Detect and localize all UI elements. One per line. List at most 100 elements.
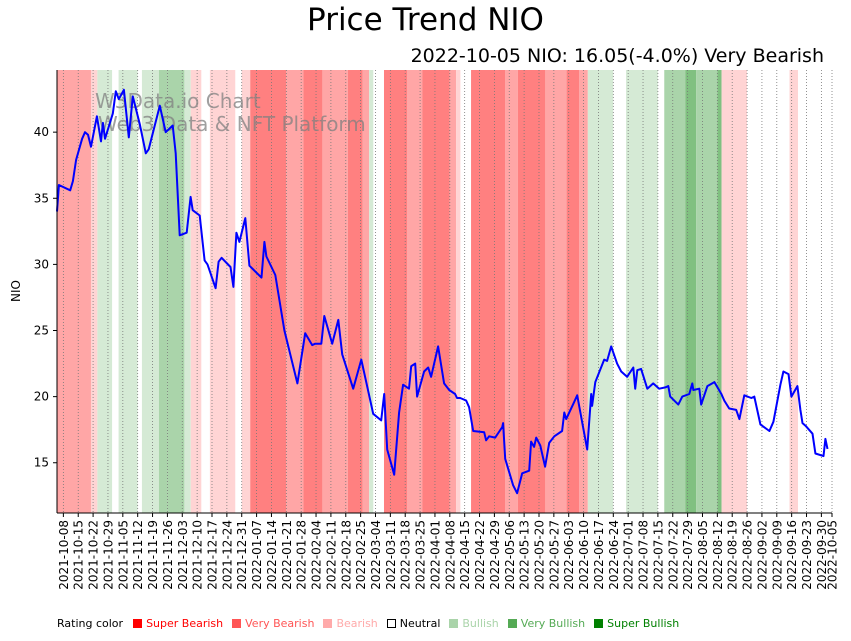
legend-label: Bearish bbox=[336, 617, 378, 630]
x-tick-label: 2022-08-26 bbox=[741, 520, 755, 590]
rating-band-neutral bbox=[747, 70, 790, 513]
rating-band-very-bearish bbox=[545, 70, 567, 513]
x-tick-label: 2022-03-04 bbox=[369, 520, 383, 590]
x-tick-label: 2022-04-15 bbox=[458, 520, 472, 590]
rating-band-bullish bbox=[97, 70, 113, 513]
legend-item-bullish: Bullish bbox=[443, 617, 499, 630]
rating-band-very-bearish bbox=[322, 70, 348, 513]
rating-band-neutral bbox=[798, 70, 809, 513]
rating-band-neutral bbox=[657, 70, 665, 513]
x-tick-label: 2022-08-05 bbox=[696, 520, 710, 590]
rating-band-super-bullish bbox=[685, 70, 697, 513]
rating-band-super-bearish bbox=[566, 70, 580, 513]
x-tick-label: 2022-09-30 bbox=[815, 520, 829, 590]
rating-band-bearish bbox=[721, 70, 748, 513]
x-tick-label: 2022-07-15 bbox=[651, 520, 665, 590]
x-tick-label: 2022-05-06 bbox=[503, 520, 517, 590]
x-tick-label: 2022-05-20 bbox=[532, 520, 546, 590]
x-tick-label: 2022-07-22 bbox=[666, 520, 680, 590]
rating-band-bullish bbox=[184, 70, 191, 513]
legend-label: Very Bearish bbox=[245, 617, 315, 630]
x-tick-label: 2022-05-13 bbox=[518, 520, 532, 590]
rating-band-super-bearish bbox=[422, 70, 450, 513]
x-tick-label: 2022-06-17 bbox=[592, 520, 606, 590]
chart-subtitle: 2022-10-05 NIO: 16.05(-4.0%) Very Bearis… bbox=[410, 45, 824, 67]
x-tick-label: 2021-12-10 bbox=[191, 520, 205, 590]
x-tick-label: 2021-11-19 bbox=[146, 520, 160, 590]
legend-swatch bbox=[386, 619, 396, 628]
y-axis-label: NIO bbox=[9, 280, 23, 302]
rating-band-bullish bbox=[626, 70, 658, 513]
rating-band-super-bearish bbox=[250, 70, 287, 513]
legend-item-super-bearish: Super Bearish bbox=[127, 617, 223, 630]
legend-label: Bullish bbox=[462, 617, 499, 630]
y-tick-label: 20 bbox=[34, 390, 49, 404]
x-tick-label: 2021-12-24 bbox=[220, 520, 234, 590]
y-tick-label: 25 bbox=[34, 324, 49, 338]
x-tick-label: 2022-03-18 bbox=[399, 520, 413, 590]
x-tick-label: 2022-05-27 bbox=[547, 520, 561, 590]
rating-band-super-bearish bbox=[347, 70, 363, 513]
x-tick-label: 2022-09-16 bbox=[785, 520, 799, 590]
x-tick-label: 2021-10-15 bbox=[72, 520, 86, 590]
rating-band-neutral bbox=[112, 70, 119, 513]
legend-label: Super Bullish bbox=[607, 617, 680, 630]
y-tick-label: 30 bbox=[34, 257, 49, 271]
rating-band-bearish bbox=[90, 70, 98, 513]
x-tick-label: 2022-09-09 bbox=[770, 520, 784, 590]
x-tick-label: 2022-07-29 bbox=[681, 520, 695, 590]
rating-band-bullish bbox=[369, 70, 374, 513]
watermark-line-2: Web3 Data & NFT Platform bbox=[98, 112, 366, 136]
x-tick-label: 2021-10-08 bbox=[57, 520, 71, 590]
x-tick-label: 2022-07-01 bbox=[622, 520, 636, 590]
x-tick-label: 2022-09-23 bbox=[800, 520, 814, 590]
rating-band-very-bearish bbox=[57, 70, 91, 513]
x-tick-label: 2022-02-11 bbox=[324, 520, 338, 590]
legend-item-bearish: Bearish bbox=[317, 617, 378, 630]
rating-band-very-bearish bbox=[407, 70, 423, 513]
rating-legend: Rating color Super Bearish Very Bearish Be… bbox=[57, 617, 682, 630]
rating-band-neutral bbox=[137, 70, 142, 513]
chart-title: Price Trend NIO bbox=[307, 2, 544, 38]
rating-band-very-bearish bbox=[505, 70, 518, 513]
rating-band-bearish bbox=[789, 70, 799, 513]
x-tick-label: 2022-08-19 bbox=[726, 520, 740, 590]
rating-band-bullish bbox=[141, 70, 159, 513]
watermark: W3Data.io Chart Web3 Data & NFT Platform bbox=[95, 89, 366, 136]
legend-swatch bbox=[449, 619, 459, 628]
x-tick-label: 2022-07-08 bbox=[637, 520, 651, 590]
x-tick-label: 2022-04-29 bbox=[488, 520, 502, 590]
legend-swatch bbox=[323, 619, 333, 628]
x-tick-label: 2021-10-29 bbox=[101, 520, 115, 590]
legend-swatch bbox=[507, 619, 517, 628]
x-tick-label: 2022-06-10 bbox=[577, 520, 591, 590]
legend-swatch bbox=[133, 619, 143, 628]
x-tick-label: 2021-12-31 bbox=[235, 520, 249, 590]
x-tick-label: 2022-01-07 bbox=[250, 520, 264, 590]
x-tick-label: 2022-04-22 bbox=[473, 520, 487, 590]
legend-swatch bbox=[232, 619, 242, 628]
rating-band-bearish bbox=[241, 70, 251, 513]
legend-item-very-bullish: Very Bullish bbox=[502, 617, 585, 630]
y-tick-label: 35 bbox=[34, 191, 49, 205]
watermark-line-1: W3Data.io Chart bbox=[95, 89, 261, 113]
rating-band-bearish bbox=[456, 70, 461, 513]
x-tick-label: 2022-02-04 bbox=[310, 520, 324, 590]
x-tick-label: 2022-02-18 bbox=[339, 520, 353, 590]
x-tick-label: 2021-10-22 bbox=[87, 520, 101, 590]
x-tick-label: 2022-06-03 bbox=[562, 520, 576, 590]
x-tick-label: 2021-11-12 bbox=[131, 520, 145, 590]
legend-label: Super Bearish bbox=[146, 617, 224, 630]
x-tick-label: 2022-03-11 bbox=[384, 520, 398, 590]
rating-band-very-bearish bbox=[449, 70, 457, 513]
rating-band-neutral bbox=[201, 70, 210, 513]
y-tick-label: 15 bbox=[34, 456, 49, 470]
vertical-gridlines bbox=[62, 70, 833, 513]
rating-band-neutral bbox=[613, 70, 627, 513]
x-tick-label: 2022-03-25 bbox=[414, 520, 428, 590]
rating-band-bullish bbox=[118, 70, 138, 513]
x-tick-label: 2022-08-12 bbox=[711, 520, 725, 590]
rating-band-very-bullish bbox=[167, 70, 185, 513]
x-tick-label: 2022-06-24 bbox=[607, 520, 621, 590]
rating-band-super-bearish bbox=[471, 70, 506, 513]
